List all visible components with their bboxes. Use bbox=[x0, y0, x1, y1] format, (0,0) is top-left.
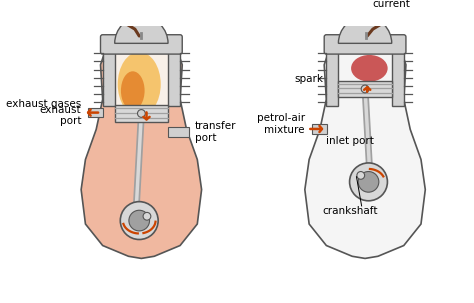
Circle shape bbox=[129, 210, 149, 231]
Text: current: current bbox=[372, 0, 410, 9]
Ellipse shape bbox=[118, 52, 161, 116]
Bar bbox=[168, 127, 189, 137]
Text: exhaust
port: exhaust port bbox=[39, 105, 81, 126]
Polygon shape bbox=[81, 52, 201, 258]
Text: crankshaft: crankshaft bbox=[322, 206, 378, 216]
Circle shape bbox=[358, 171, 379, 192]
Circle shape bbox=[350, 163, 387, 201]
Bar bbox=[326, 50, 338, 106]
Text: inlet port: inlet port bbox=[326, 136, 374, 146]
Circle shape bbox=[120, 202, 158, 239]
Bar bbox=[115, 105, 168, 122]
Circle shape bbox=[357, 171, 365, 179]
Wedge shape bbox=[338, 17, 392, 43]
Circle shape bbox=[143, 212, 151, 220]
Bar bbox=[312, 124, 327, 134]
Bar bbox=[168, 50, 180, 106]
Polygon shape bbox=[305, 52, 425, 258]
Bar bbox=[338, 81, 392, 97]
Bar bbox=[115, 50, 168, 106]
Bar bbox=[338, 50, 392, 106]
Ellipse shape bbox=[121, 71, 145, 110]
FancyBboxPatch shape bbox=[324, 35, 406, 54]
Text: exhaust gases: exhaust gases bbox=[6, 99, 81, 109]
Ellipse shape bbox=[351, 55, 388, 82]
Circle shape bbox=[361, 85, 369, 93]
Text: transfer
port: transfer port bbox=[195, 121, 236, 143]
Bar bbox=[88, 108, 103, 117]
Wedge shape bbox=[115, 17, 168, 43]
Text: spark: spark bbox=[294, 74, 323, 84]
Circle shape bbox=[137, 110, 145, 117]
Bar bbox=[392, 50, 404, 106]
Bar bbox=[103, 50, 115, 106]
FancyBboxPatch shape bbox=[100, 35, 182, 54]
Text: petrol-air
mixture: petrol-air mixture bbox=[257, 113, 305, 135]
